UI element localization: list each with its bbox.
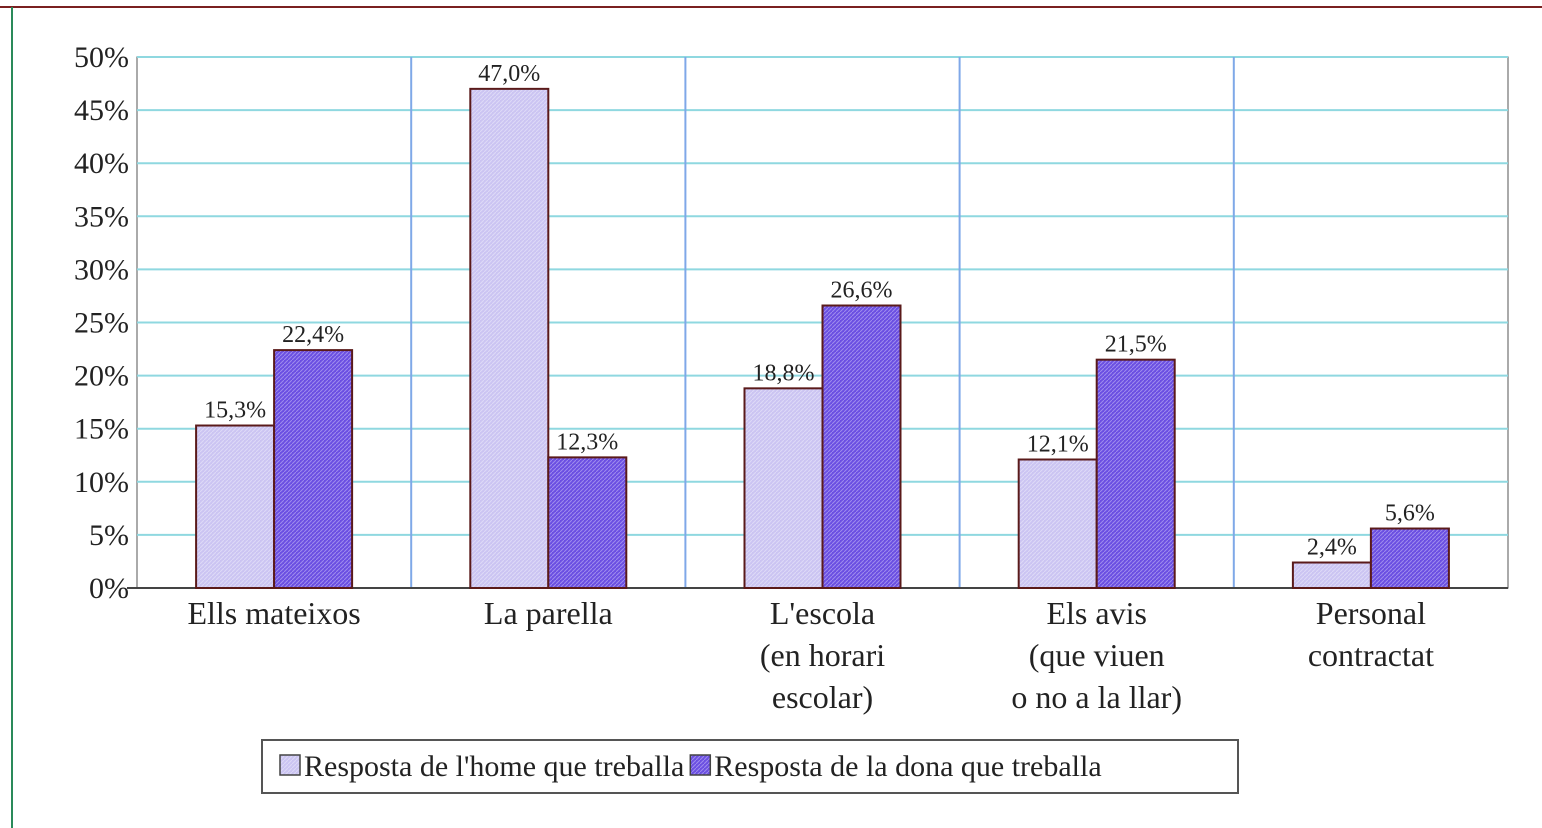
value-label: 12,3%: [556, 429, 618, 455]
y-tick-label: 10%: [74, 466, 129, 499]
y-tick-label: 30%: [74, 253, 129, 286]
bar: [1017, 458, 1098, 589]
y-tick-label: 50%: [74, 41, 129, 74]
bar: [547, 456, 628, 589]
legend-swatch: [689, 754, 712, 776]
value-label: 15,3%: [204, 398, 266, 424]
x-tick-label: Ells mateixos: [187, 595, 361, 631]
y-tick-label: 5%: [89, 519, 129, 552]
value-label: 26,6%: [831, 278, 893, 304]
y-tick-label: 15%: [74, 413, 129, 446]
y-tick-label: 35%: [74, 200, 129, 233]
value-label: 5,6%: [1385, 501, 1435, 527]
value-label: 12,1%: [1027, 431, 1089, 457]
legend: [261, 739, 1239, 794]
y-tick-label: 20%: [74, 360, 129, 393]
value-label: 18,8%: [753, 360, 815, 386]
bar: [1369, 527, 1450, 590]
value-label: 22,4%: [282, 322, 344, 348]
value-label: 2,4%: [1307, 535, 1357, 561]
y-tick-label: 0%: [89, 572, 129, 605]
bar: [273, 349, 354, 589]
legend-label: Resposta de la dona que treballa: [714, 750, 1101, 783]
bar: [1095, 358, 1176, 590]
legend-swatch: [279, 754, 301, 776]
legend-label: Resposta de l'home que treballa: [304, 750, 684, 783]
value-label: 47,0%: [478, 61, 540, 87]
y-tick-label: 45%: [74, 94, 129, 127]
y-tick-label: 25%: [74, 307, 129, 340]
x-tick-label: Els avis (que viuen o no a la llar): [1011, 595, 1182, 715]
x-tick-label: La parella: [483, 595, 613, 631]
bar: [195, 424, 276, 589]
x-tick-label: Personal contractat: [1307, 595, 1434, 673]
value-label: 21,5%: [1105, 332, 1167, 358]
bar: [1291, 561, 1372, 590]
bar: [743, 387, 824, 589]
bar: [469, 87, 550, 590]
y-tick-label: 40%: [74, 147, 129, 180]
bar: [821, 304, 902, 589]
x-tick-label: L'escola (en horari escolar): [759, 595, 886, 715]
